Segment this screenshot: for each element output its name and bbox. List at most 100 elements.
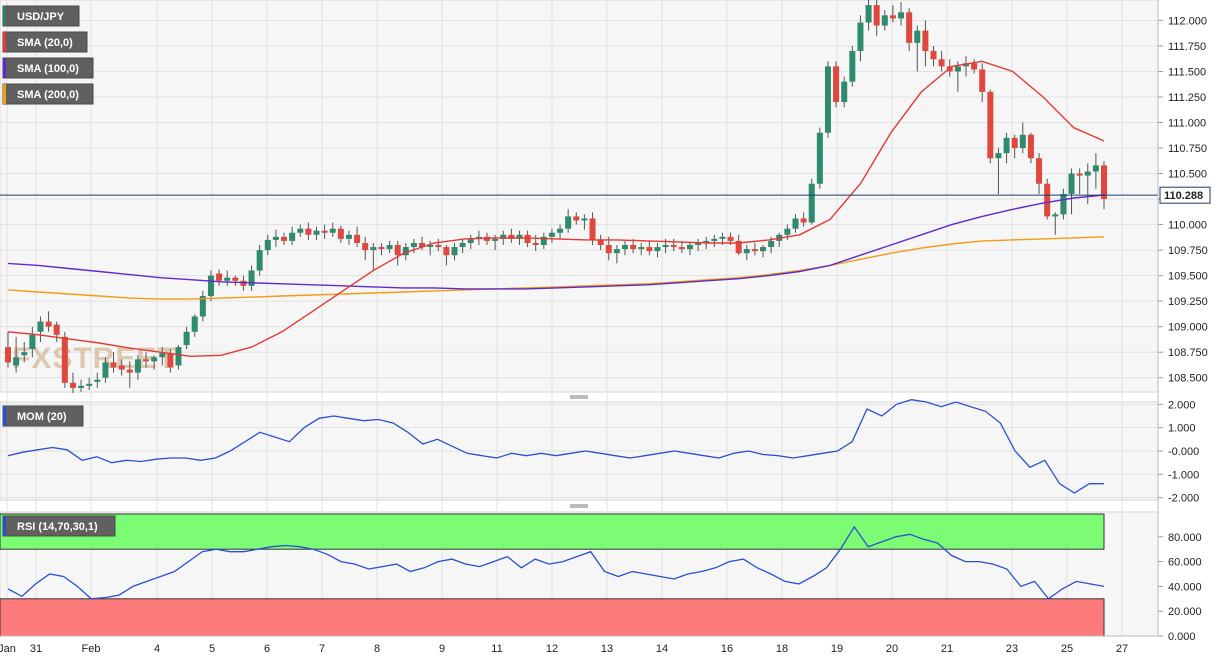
mom-y-tick-label: -0.000 xyxy=(1168,446,1199,458)
candle-body xyxy=(906,12,913,43)
y-tick-label: 108.500 xyxy=(1168,373,1208,385)
legend-swatch-3 xyxy=(3,84,6,104)
candle-body xyxy=(443,247,450,256)
candle-body xyxy=(248,270,255,286)
price-panel-bg xyxy=(0,0,1159,393)
mom-y-tick-label: 2.000 xyxy=(1168,399,1196,411)
candle-body xyxy=(1076,173,1083,176)
rsi-y-tick-label: 0.000 xyxy=(1168,631,1196,643)
candle-body xyxy=(751,249,758,252)
x-tick-label: 8 xyxy=(374,643,380,655)
candle-body xyxy=(427,245,434,248)
candle-body xyxy=(670,245,677,248)
candle-body xyxy=(102,362,109,378)
candle-body xyxy=(792,218,799,229)
candle-body xyxy=(865,5,872,23)
candle-body xyxy=(143,359,150,362)
candle-body xyxy=(175,347,182,366)
candle-body xyxy=(613,249,620,254)
y-tick-label: 112.000 xyxy=(1168,15,1207,27)
x-tick-label: 21 xyxy=(941,643,953,655)
candle-body xyxy=(410,242,417,248)
candle-body xyxy=(281,236,288,241)
candle-body xyxy=(630,245,637,250)
candle-body xyxy=(337,228,344,239)
rsi-overbought-band xyxy=(0,513,1105,550)
candle-body xyxy=(760,247,767,252)
y-tick-label: 109.250 xyxy=(1168,296,1208,308)
candle-body xyxy=(199,296,206,317)
x-tick-label: 19 xyxy=(831,643,843,655)
candle-body xyxy=(971,63,978,70)
candle-body xyxy=(264,239,271,251)
x-tick-label: 20 xyxy=(886,643,898,655)
candle-body xyxy=(1027,134,1034,159)
candle-body xyxy=(646,247,653,252)
momentum-line xyxy=(7,399,1104,494)
mom-y-tick-label: 1.000 xyxy=(1168,423,1196,435)
legend-swatch-2 xyxy=(3,58,6,78)
candle-body xyxy=(29,334,36,350)
candle-body xyxy=(483,236,490,241)
x-tick-label: Feb xyxy=(82,643,101,655)
mom-y-tick-label: -1.000 xyxy=(1168,469,1199,481)
candle-body xyxy=(1003,137,1010,154)
candle-body xyxy=(662,245,669,248)
y-tick-label: 108.750 xyxy=(1168,347,1208,359)
candle-body xyxy=(524,234,531,243)
candle-body xyxy=(622,245,629,250)
candle-body xyxy=(540,236,547,245)
x-tick-label: 4 xyxy=(154,643,160,655)
candle-body xyxy=(126,369,133,373)
candle-body xyxy=(768,240,775,248)
candle-body xyxy=(1092,165,1099,172)
candle-body xyxy=(1052,214,1059,217)
x-tick-label: 14 xyxy=(656,643,668,655)
candle-body xyxy=(703,240,710,243)
candle-body xyxy=(224,277,231,281)
candle-body xyxy=(321,230,328,233)
y-tick-label: 110.750 xyxy=(1168,143,1207,155)
candle-body xyxy=(191,316,198,332)
candle-body xyxy=(345,234,352,239)
candle-body xyxy=(167,353,174,368)
candle-body xyxy=(272,236,279,240)
x-tick-label: 16 xyxy=(721,643,733,655)
candle-body xyxy=(151,357,158,362)
candle-body xyxy=(159,353,166,358)
y-tick-label: 109.500 xyxy=(1168,271,1208,283)
candle-body xyxy=(378,247,385,250)
candle-body xyxy=(987,91,994,159)
candle-body xyxy=(922,30,929,52)
candle-body xyxy=(1068,173,1075,194)
candle-body xyxy=(743,249,750,254)
candle-body xyxy=(21,352,28,356)
candle-body xyxy=(451,247,458,256)
x-tick-label: Jan xyxy=(0,643,16,655)
candle-body xyxy=(240,280,247,286)
x-tick-label: 27 xyxy=(1116,643,1128,655)
candle-body xyxy=(962,63,969,67)
candle-body xyxy=(557,228,564,233)
candle-body xyxy=(207,275,214,297)
candle-body xyxy=(1036,158,1043,184)
rsi-y-tick-label: 20.000 xyxy=(1168,606,1202,618)
y-tick-label: 110.000 xyxy=(1168,220,1207,232)
candle-body xyxy=(232,277,239,281)
candle-body xyxy=(1019,134,1026,149)
candle-body xyxy=(881,15,888,26)
candle-body xyxy=(995,153,1002,159)
candle-body xyxy=(938,59,945,67)
candle-body xyxy=(313,230,320,235)
candle-body xyxy=(69,382,76,388)
candle-body xyxy=(1011,137,1018,149)
x-tick-label: 31 xyxy=(30,643,42,655)
x-tick-label: 7 xyxy=(319,643,325,655)
rsi-line xyxy=(7,525,1105,600)
rsi-legend-swatch xyxy=(3,516,6,536)
candle-body xyxy=(735,240,742,254)
candle-body xyxy=(589,218,596,240)
sma-20-line xyxy=(7,60,1105,358)
candle-body xyxy=(873,5,880,26)
candle-body xyxy=(800,218,807,223)
